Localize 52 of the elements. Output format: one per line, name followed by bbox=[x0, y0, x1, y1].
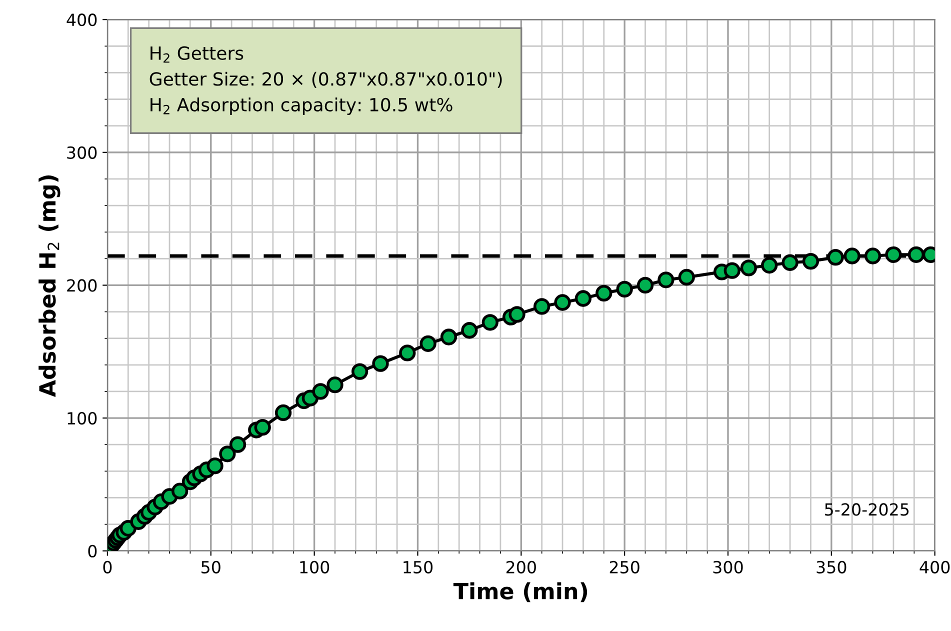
point bbox=[326, 376, 344, 394]
x-tick-label: 100 bbox=[300, 560, 330, 574]
x-tick-label: 0 bbox=[103, 560, 112, 574]
point bbox=[596, 284, 612, 302]
x-axis-title: Time (min) bbox=[453, 582, 588, 602]
point bbox=[534, 298, 550, 315]
point bbox=[351, 363, 368, 380]
point bbox=[678, 268, 695, 286]
x-tick-label: 400 bbox=[920, 560, 950, 574]
point bbox=[658, 272, 674, 288]
point bbox=[482, 314, 498, 331]
x-tick-label: 350 bbox=[816, 560, 846, 574]
point bbox=[885, 246, 902, 263]
x-tick-label: 50 bbox=[202, 560, 220, 574]
point bbox=[782, 254, 798, 271]
point bbox=[740, 260, 758, 276]
point bbox=[254, 419, 271, 436]
point bbox=[219, 446, 236, 462]
y-axis-title: Adsorbed H$_{2}$ (mg) bbox=[38, 175, 60, 397]
point bbox=[399, 344, 416, 362]
point bbox=[206, 458, 224, 474]
point bbox=[508, 306, 526, 323]
point bbox=[274, 404, 292, 422]
y-tick-label: 300 bbox=[67, 146, 97, 159]
x-tick-label: 300 bbox=[713, 560, 743, 574]
y-tick-label: 0 bbox=[88, 544, 97, 558]
x-tick-label: 150 bbox=[404, 560, 433, 574]
point bbox=[636, 276, 654, 294]
point bbox=[229, 436, 246, 453]
point bbox=[616, 280, 633, 298]
point bbox=[461, 322, 478, 339]
point bbox=[908, 246, 925, 263]
point bbox=[802, 252, 820, 270]
x-tick-label: 200 bbox=[506, 560, 536, 574]
point bbox=[844, 248, 860, 264]
annotation: 5-20-2025 bbox=[825, 503, 909, 516]
point bbox=[440, 328, 458, 346]
point bbox=[420, 335, 436, 352]
x-tick-label: 250 bbox=[610, 560, 640, 574]
point bbox=[574, 290, 592, 307]
point bbox=[372, 355, 389, 372]
point bbox=[864, 248, 882, 264]
y-tick-label: 400 bbox=[66, 14, 97, 26]
y-tick-label: 100 bbox=[68, 412, 97, 425]
y-tick-label: 200 bbox=[67, 279, 97, 292]
point bbox=[312, 383, 329, 400]
annotation: H$_{2}$ Getters Getter Size: 20 × (0.87"x0.87"x0.010") H$_{2}$ Adsorption capacity: 10.5 wt% bbox=[150, 46, 502, 116]
point bbox=[827, 248, 844, 266]
point bbox=[724, 262, 740, 279]
point bbox=[761, 256, 778, 274]
point bbox=[172, 482, 188, 500]
point bbox=[554, 294, 571, 311]
